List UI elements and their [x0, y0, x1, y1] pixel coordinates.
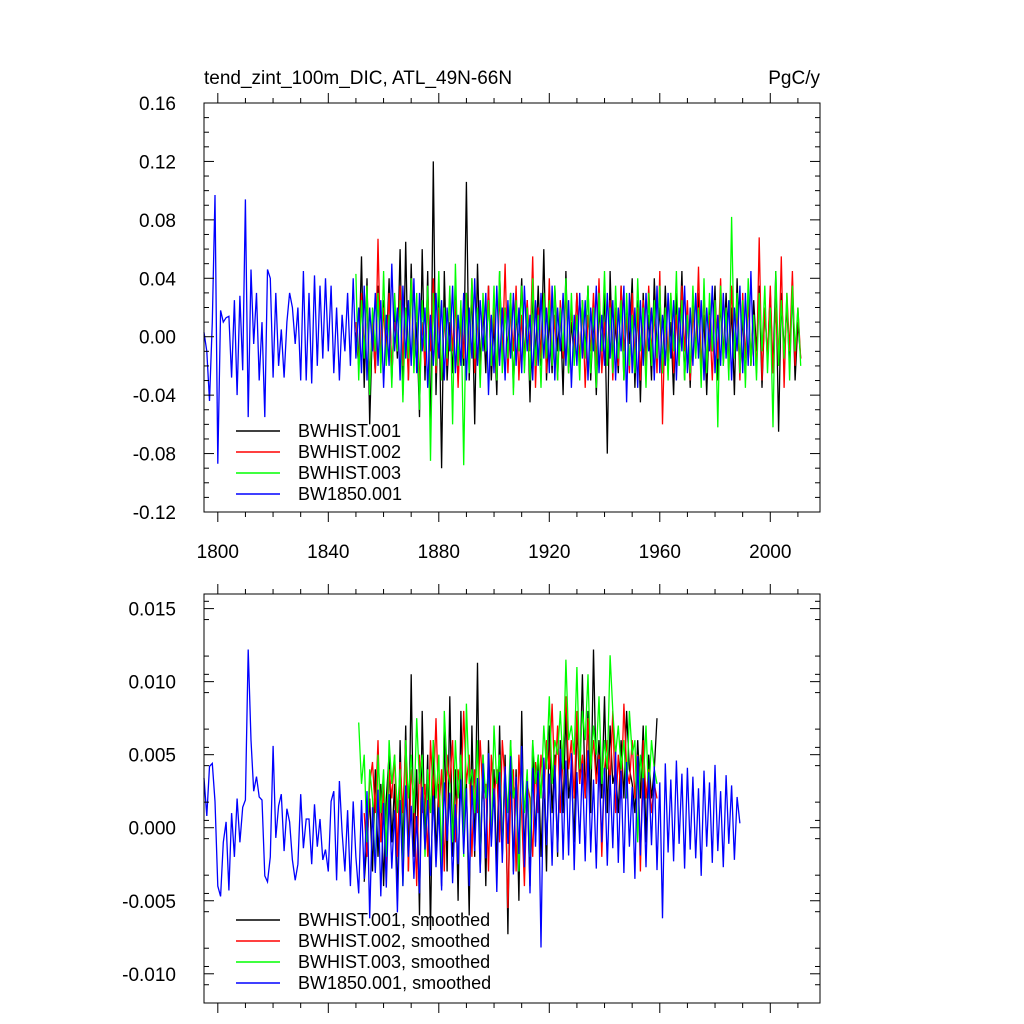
- y-tick-label: 0.16: [139, 94, 176, 115]
- y-tick-label: -0.04: [133, 386, 177, 407]
- legend-label: BW1850.001, smoothed: [298, 973, 491, 993]
- x-tick-label: 2000: [749, 542, 791, 563]
- top-panel-units: PgC/y: [768, 68, 820, 89]
- x-tick-label: 1800: [197, 542, 239, 563]
- y-tick-label: -0.010: [122, 965, 176, 986]
- series-line-3: [203, 649, 741, 948]
- y-tick-label: 0.12: [139, 152, 176, 173]
- x-tick-label: 1880: [418, 542, 460, 563]
- y-tick-label: 0.015: [128, 600, 176, 621]
- plot-frame: [203, 593, 821, 1004]
- x-tick-label: 1840: [307, 542, 349, 563]
- y-tick-label: -0.08: [133, 445, 176, 466]
- legend-label: BWHIST.002, smoothed: [298, 931, 490, 951]
- legend-label: BWHIST.003, smoothed: [298, 952, 490, 972]
- legend-label: BWHIST.001, smoothed: [298, 910, 490, 930]
- y-tick-label: 0.08: [139, 211, 176, 232]
- legend-label: BWHIST.002: [298, 442, 401, 462]
- x-tick-label: 1960: [639, 542, 681, 563]
- y-tick-label: -0.005: [122, 892, 176, 913]
- legend-label: BW1850.001: [298, 484, 402, 504]
- x-tick-label: 1920: [528, 542, 570, 563]
- top-panel: tend_zint_100m_DIC, ATL_49N-66N PgC/y -0…: [133, 68, 821, 563]
- plot-frame: [203, 102, 821, 513]
- y-tick-label: 0.005: [128, 746, 176, 767]
- series-line-3: [203, 194, 755, 464]
- top-plot-area: -0.12 -0.08 -0.04 0.00 0.04 0.08 0.12 0.16 1800 1…: [133, 93, 821, 563]
- y-tick-label: -0.12: [133, 503, 176, 524]
- series-line-1: [363, 696, 658, 909]
- legend-label: BWHIST.001: [298, 421, 401, 441]
- top-panel-title: tend_zint_100m_DIC, ATL_49N-66N: [204, 68, 512, 89]
- bottom-panel: -0.010 -0.005 0.000 0.005 0.010 0.015 BWHIST.0…: [122, 584, 821, 1013]
- y-tick-label: 0.04: [139, 269, 176, 290]
- y-tick-label: 0.00: [139, 328, 176, 349]
- bottom-plot-area: -0.010 -0.005 0.000 0.005 0.010 0.015 BWHIST.0…: [122, 584, 821, 1013]
- y-tick-label: 0.010: [128, 673, 176, 694]
- series-line-2: [355, 216, 802, 466]
- legend-label: BWHIST.003: [298, 463, 401, 483]
- y-tick-label: 0.000: [128, 819, 176, 840]
- series-line-2: [358, 655, 658, 887]
